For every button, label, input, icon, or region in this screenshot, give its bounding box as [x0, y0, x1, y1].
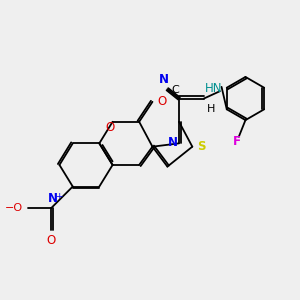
Text: N: N	[47, 193, 58, 206]
Text: −O: −O	[5, 203, 23, 213]
Text: F: F	[233, 135, 241, 148]
Text: O: O	[46, 234, 56, 247]
Text: HN: HN	[205, 82, 223, 95]
Text: O: O	[158, 95, 167, 108]
Text: +: +	[55, 193, 62, 202]
Text: N: N	[158, 73, 168, 86]
Text: S: S	[197, 140, 206, 153]
Text: C: C	[172, 85, 180, 94]
Text: O: O	[105, 121, 115, 134]
Text: N: N	[168, 136, 178, 149]
Text: H: H	[207, 104, 215, 114]
